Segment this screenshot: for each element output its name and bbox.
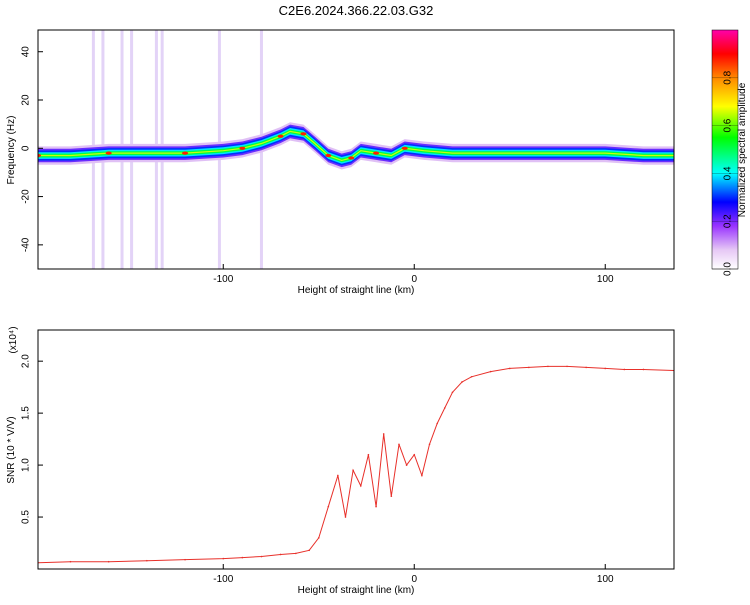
figure-title: C2E6.2024.366.22.03.G32: [279, 3, 434, 18]
snr-point-31: [489, 370, 492, 373]
snr-point-16: [359, 485, 362, 487]
snr-frame: [37, 329, 675, 570]
snr-point-8: [279, 553, 282, 556]
spectrogram-ytick-label-3: 20: [21, 94, 32, 106]
snr-point-32: [508, 367, 511, 370]
ridge-hotspot-6: [239, 146, 246, 150]
snr-point-12: [327, 505, 330, 508]
snr-point-3: [146, 559, 148, 562]
snr-point-21: [398, 443, 400, 446]
snr-point-19: [382, 433, 385, 435]
snr-point-27: [444, 407, 446, 409]
colorbar-label: Normalized spectral amplitude: [737, 82, 748, 217]
spectrogram-xtick-label-0: -100: [213, 274, 233, 285]
snr-background: [38, 330, 674, 569]
snr-point-5: [222, 557, 225, 560]
snr-point-18: [375, 505, 377, 508]
snr-ytick-label-0: 0.5: [21, 510, 32, 524]
ridge-hotspot-2: [105, 151, 112, 155]
colorbar-tick-label-3: 0.6: [723, 118, 734, 132]
snr-plot-area: [38, 365, 674, 564]
ridge-hotspot-8: [277, 134, 284, 138]
snr-point-37: [604, 367, 607, 370]
snr-point-29: [461, 381, 463, 383]
colorbar-tick-label-4: 0.8: [723, 70, 734, 84]
snr-point-38: [623, 368, 626, 371]
spectrogram-plot-area: [38, 30, 674, 269]
snr-point-10: [308, 549, 311, 552]
snr-point-17: [367, 453, 370, 456]
spectrogram-frame: [37, 29, 675, 270]
ridge-hotspot-0: [38, 153, 41, 158]
colorbar-ticks: 0.0 0.2 0.4 0.6 0.8: [712, 70, 738, 276]
snr-point-26: [436, 422, 438, 425]
snr-scale-label: (x10⁴): [8, 326, 19, 353]
snr-xtick-label-0: -100: [213, 574, 233, 585]
snr-point-9: [295, 552, 297, 555]
spectrogram-panel: -100 0 100 -40 -20 0 20 40 Height of straight l…: [6, 29, 675, 296]
spectrogram-xlabel: Height of straight line (km): [298, 285, 415, 296]
snr-point-14: [344, 516, 347, 518]
snr-point-6: [241, 556, 244, 559]
spectrogram-xtick-label-1: 0: [411, 274, 417, 285]
colorbar-tick-label-1: 0.2: [723, 214, 734, 228]
snr-point-39: [642, 368, 645, 371]
snr-point-33: [528, 366, 530, 369]
snr-point-35: [566, 365, 568, 368]
snr-xtick-label-2: 100: [597, 574, 614, 585]
spectrogram-ytick-label-2: 0: [21, 145, 32, 151]
spectrogram-ytick-label-4: 40: [21, 46, 32, 58]
ridge-core: [38, 130, 674, 162]
ridge-hotspot-16: [373, 151, 380, 155]
snr-point-28: [451, 391, 454, 394]
snr-xtick-label-1: 0: [411, 574, 417, 585]
snr-ytick-label-2: 1.5: [21, 406, 32, 420]
ridge-hotspot-14: [348, 156, 355, 160]
ridge-hotspot-18: [401, 146, 408, 150]
snr-axes: -100 0 100 0.5 1.0 1.5 2.0: [21, 354, 614, 585]
ridge-hotspot-4: [182, 151, 189, 155]
snr-point-24: [421, 474, 423, 477]
ridge-hotspot-10: [300, 132, 307, 136]
ridge-hotspot-12: [325, 153, 332, 158]
colorbar-tick-label-0: 0.0: [723, 262, 734, 276]
snr-panel: -100 0 100 0.5 1.0 1.5 2.0 (x10⁴) Height of st…: [6, 326, 675, 596]
colorbar: 0.0 0.2 0.4 0.6 0.8 Normalized spectral ampl…: [711, 29, 748, 276]
spectrogram-axes: -100 0 100 -40 -20 0 20 40: [21, 46, 614, 285]
snr-point-20: [390, 495, 393, 498]
spectrogram-xtick-label-2: 100: [597, 274, 614, 285]
snr-ytick-label-1: 1.0: [21, 458, 32, 472]
snr-ytick-label-3: 2.0: [21, 354, 32, 368]
snr-point-11: [317, 537, 320, 539]
snr-point-7: [260, 555, 263, 558]
snr-point-4: [184, 558, 186, 561]
snr-point-22: [405, 464, 408, 466]
snr-ylabel: SNR (10 * V/V): [6, 416, 17, 483]
spectrogram-ylabel: Frequency (Hz): [6, 116, 17, 185]
snr-point-23: [413, 453, 416, 456]
snr-point-36: [585, 366, 587, 369]
snr-point-30: [470, 375, 473, 378]
snr-point-13: [337, 474, 339, 477]
spectrogram-ytick-label-0: -40: [21, 237, 32, 252]
spectrogram-ytick-label-1: -20: [21, 189, 32, 204]
snr-point-25: [428, 443, 431, 446]
snr-point-15: [352, 469, 354, 472]
ridge-band-green: [38, 129, 674, 163]
snr-point-2: [107, 560, 110, 563]
colorbar-gradient: [711, 29, 739, 270]
snr-point-34: [547, 365, 549, 368]
colorbar-tick-label-2: 0.4: [723, 166, 734, 180]
snr-point-1: [69, 560, 72, 563]
snr-xlabel: Height of straight line (km): [298, 585, 415, 596]
